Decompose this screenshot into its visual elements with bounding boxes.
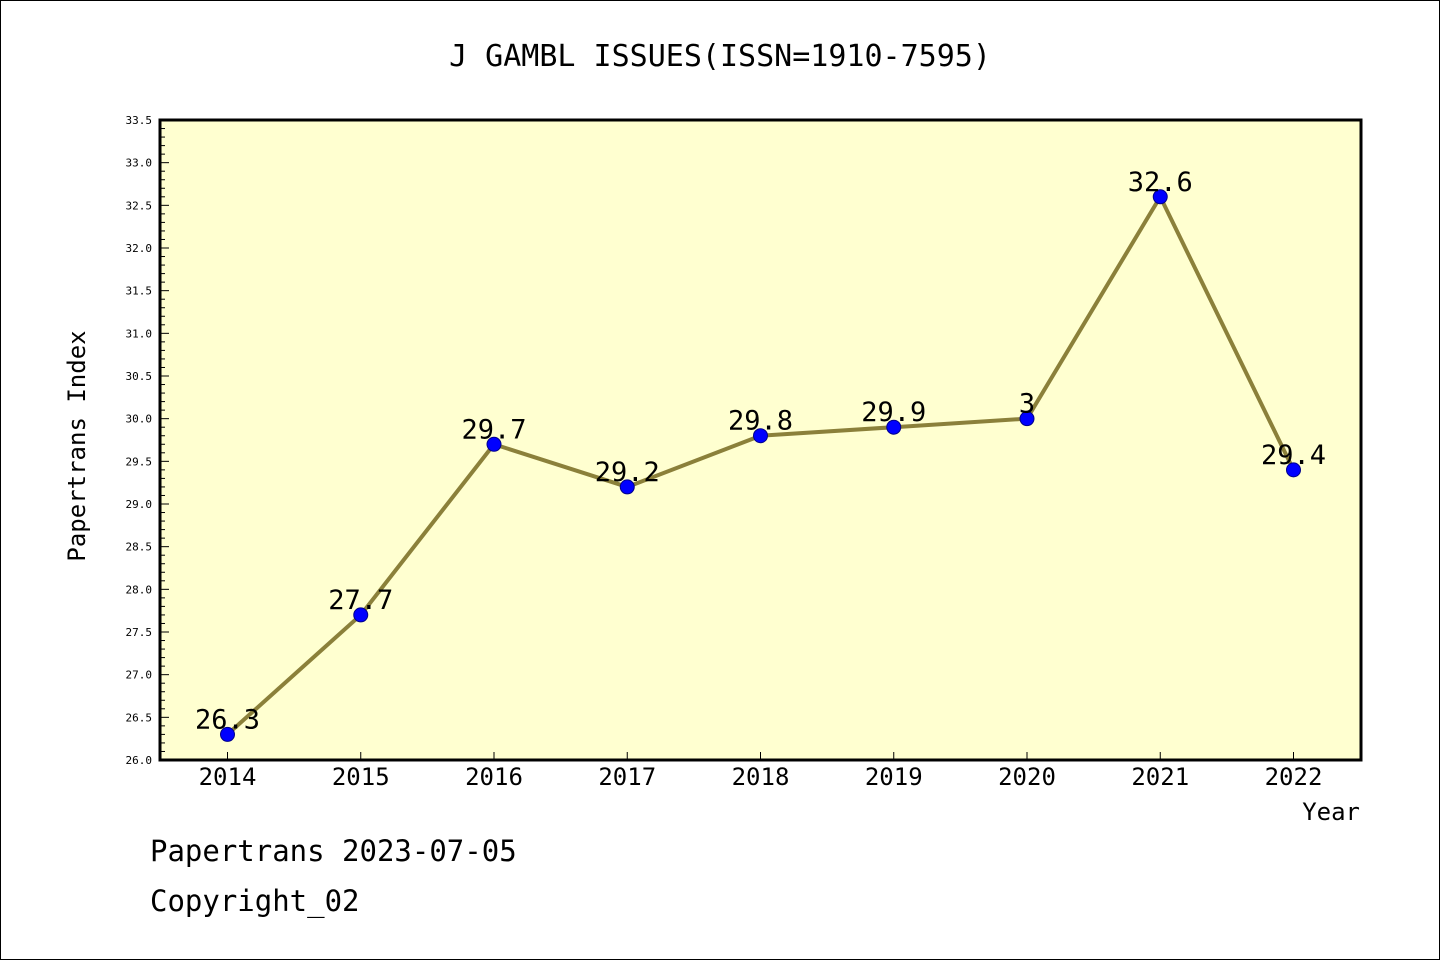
data-point-marker — [353, 607, 369, 623]
data-point-marker — [1286, 462, 1301, 478]
footer-copyright: Copyright_02 — [150, 884, 360, 918]
y-tick-label: 26.5 — [126, 711, 153, 724]
y-tick-label: 31.5 — [126, 285, 153, 298]
y-tick-label: 30.5 — [126, 370, 153, 383]
data-point-label: 29.8 — [728, 406, 793, 437]
y-tick-label: 31.0 — [126, 327, 153, 340]
data-markers — [220, 189, 1301, 742]
data-point-label: 3 — [1019, 389, 1035, 420]
y-tick-label: 27.0 — [126, 669, 153, 682]
y-tick-label: 26.0 — [126, 754, 153, 767]
x-tick-label: 2021 — [1131, 763, 1189, 791]
data-point-label: 29.2 — [595, 457, 660, 488]
footer-date: Papertrans 2023-07-05 — [150, 834, 517, 868]
data-point-label: 26.3 — [195, 704, 260, 735]
data-point-label: 29.9 — [861, 397, 926, 428]
y-tick-label: 32.5 — [126, 199, 153, 212]
x-tick-label: 2017 — [598, 763, 656, 791]
data-point-marker — [886, 419, 902, 435]
y-tick-label: 28.5 — [126, 541, 153, 554]
data-point-label: 29.7 — [461, 414, 526, 445]
y-axis-ticks: 26.0 26.5 27.0 27.5 28.0 28.5 29.0 29.5 30.0 30.5… — [126, 114, 169, 767]
x-tick-label: 2014 — [199, 763, 257, 791]
data-point-label: 29.4 — [1261, 440, 1326, 471]
data-point-marker — [220, 726, 235, 742]
x-tick-label: 2020 — [998, 763, 1056, 791]
y-tick-label: 29.0 — [126, 498, 153, 511]
data-point-marker — [1152, 189, 1168, 205]
x-tick-label: 2022 — [1265, 763, 1323, 791]
chart-title: J GAMBL ISSUES(ISSN=1910-7595) — [449, 39, 991, 74]
x-axis-ticks: 2014 2015 2016 2017 2018 2019 2020 2021 2022 — [199, 752, 1323, 791]
y-tick-label: 28.0 — [126, 583, 153, 596]
y-tick-label: 29.5 — [126, 455, 153, 468]
x-tick-label: 2018 — [732, 763, 790, 791]
y-axis-label: Papertrans Index — [63, 330, 91, 561]
x-tick-label: 2016 — [465, 763, 523, 791]
data-labels: 26.3 27.7 29.7 29.2 29.8 29.9 3 32.6 29.4 — [195, 167, 1326, 736]
y-tick-label: 32.0 — [126, 242, 153, 255]
y-tick-label: 27.5 — [126, 626, 153, 639]
y-tick-label: 30.0 — [126, 413, 153, 426]
data-point-marker — [753, 428, 768, 444]
plot-border — [158, 118, 1363, 762]
data-point-marker — [1019, 411, 1035, 427]
data-point-label: 32.6 — [1128, 167, 1193, 198]
data-point-marker — [486, 436, 502, 452]
data-point-marker — [619, 479, 635, 495]
data-point-label: 27.7 — [328, 585, 393, 616]
x-tick-label: 2019 — [865, 763, 923, 791]
y-tick-label: 33.0 — [126, 157, 153, 170]
x-axis-label: Year — [1302, 798, 1360, 826]
x-tick-label: 2015 — [332, 763, 390, 791]
y-tick-label: 33.5 — [126, 114, 153, 127]
